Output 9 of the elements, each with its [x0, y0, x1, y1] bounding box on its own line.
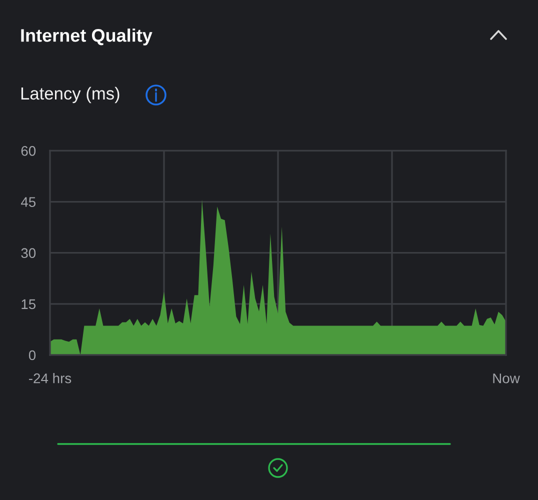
- y-tick-label: 60: [21, 146, 36, 156]
- y-tick-label: 30: [21, 248, 36, 258]
- chart-subtitle: Latency (ms): [21, 86, 120, 104]
- y-tick-label: 15: [22, 299, 36, 310]
- chart-title: Internet Quality: [21, 28, 152, 46]
- y-tick-label: 0: [28, 350, 36, 360]
- x-tick-label: -24 hrs: [29, 373, 72, 384]
- x-tick-label: Now: [493, 374, 520, 384]
- y-tick-label: 45: [20, 197, 36, 207]
